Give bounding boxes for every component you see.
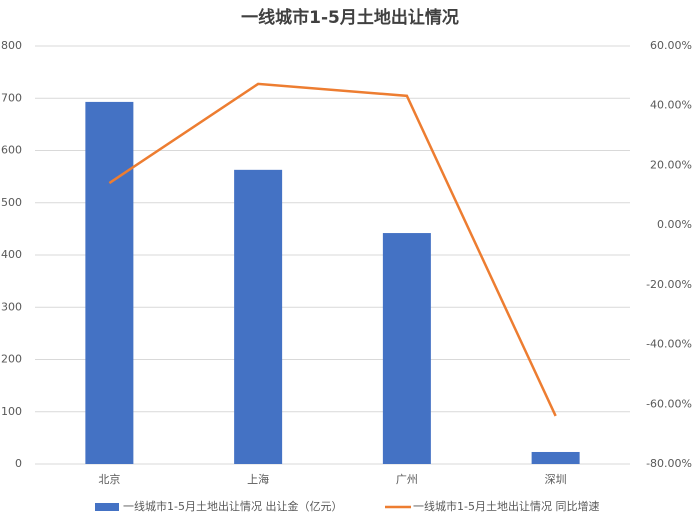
y-tick-label: 100	[1, 405, 22, 418]
y2-tick-label: -80.00%	[646, 457, 692, 470]
legend-label: 一线城市1-5月土地出让情况 出让金（亿元）	[123, 499, 342, 513]
bar	[85, 101, 134, 464]
bar	[382, 233, 431, 464]
y-tick-label: 700	[1, 91, 22, 104]
y2-tick-label: 60.00%	[650, 39, 692, 52]
y2-tick-label: -60.00%	[646, 397, 692, 410]
y-tick-label: 500	[1, 196, 22, 209]
y2-tick-label: 40.00%	[650, 99, 692, 112]
legend-label: 一线城市1-5月土地出让情况 同比增速	[413, 499, 599, 513]
y2-tick-label: -40.00%	[646, 338, 692, 351]
line	[108, 82, 557, 417]
bar	[531, 451, 580, 464]
y-tick-label: 0	[15, 457, 22, 470]
y2-tick-label: -20.00%	[646, 278, 692, 291]
y-tick-label: 300	[1, 300, 22, 313]
bar	[234, 169, 283, 464]
y2-tick-label: 0.00%	[657, 218, 692, 231]
y-tick-label: 600	[1, 144, 22, 157]
x-tick-label: 北京	[98, 472, 120, 486]
legend-swatch	[95, 503, 119, 511]
y2-tick-label: 20.00%	[650, 158, 692, 171]
x-tick-label: 广州	[396, 473, 418, 486]
x-tick-label: 上海	[247, 472, 269, 486]
y-tick-label: 400	[1, 248, 22, 261]
y-tick-label: 800	[1, 39, 22, 52]
x-tick-label: 深圳	[545, 473, 567, 486]
chart-title: 一线城市1-5月土地出让情况	[241, 7, 459, 28]
y-tick-label: 200	[1, 353, 22, 366]
